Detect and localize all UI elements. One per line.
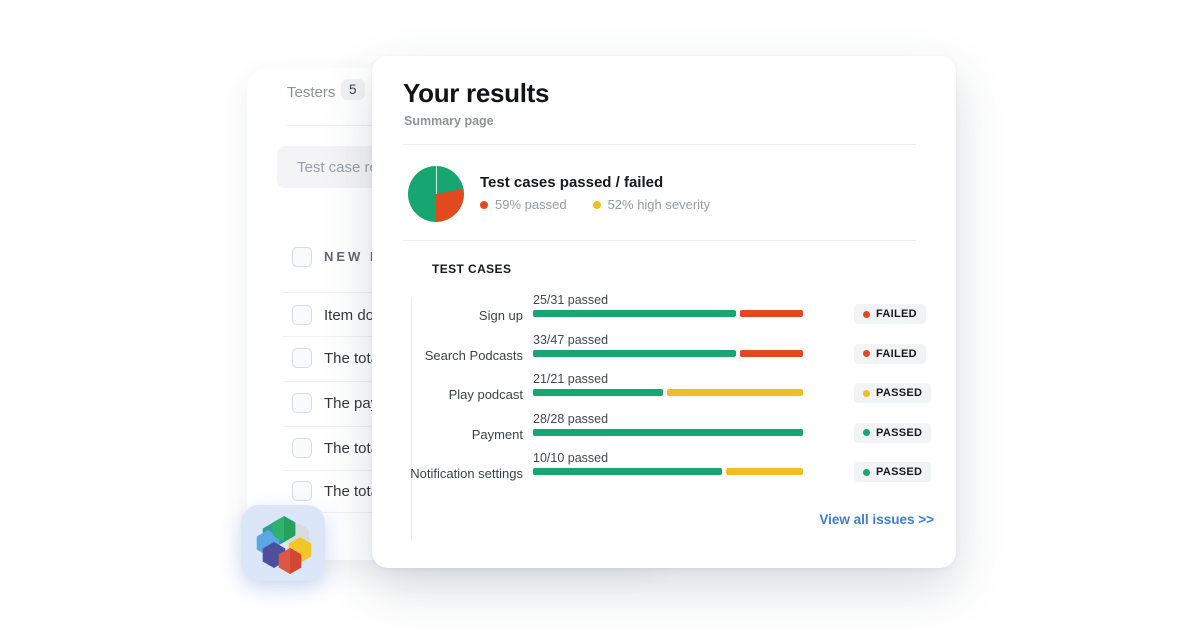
passed-count-label: 25/31 passed — [533, 293, 609, 307]
item-checkbox[interactable] — [292, 438, 312, 458]
list-item: The pay — [324, 395, 379, 412]
status-badge: PASSED — [854, 462, 932, 482]
pie-heading: Test cases passed / failed — [480, 174, 664, 191]
bar-passed-segment — [533, 468, 722, 475]
cubes-logo-icon — [256, 516, 312, 574]
divider — [403, 240, 916, 241]
item-checkbox[interactable] — [292, 348, 312, 368]
progress-bar — [533, 349, 803, 357]
bar-passed-segment — [533, 389, 663, 396]
test-case-name: Notification settings — [410, 466, 523, 481]
item-checkbox[interactable] — [292, 305, 312, 325]
test-case-row: 33/47 passed Search Podcasts FAILED — [403, 332, 926, 373]
test-case-row: 21/21 passed Play podcast PASSED — [403, 372, 932, 412]
bar-remainder-segment — [739, 310, 803, 317]
passed-count-label: 10/10 passed — [533, 451, 609, 465]
test-case-name: Payment — [471, 426, 523, 442]
passed-count-label: 28/28 passed — [533, 411, 609, 426]
list-item: Item doe — [324, 307, 383, 324]
axis-line — [411, 298, 412, 540]
progress-bar — [533, 389, 803, 396]
legend-item: 52% high severity — [592, 197, 710, 212]
passed-count-label: 21/21 passed — [533, 372, 609, 386]
pass-fail-pie-chart — [408, 166, 464, 222]
bar-remainder-segment — [739, 349, 803, 357]
test-cases-heading: TEST CASES — [432, 262, 512, 276]
bar-passed-segment — [533, 349, 736, 357]
test-case-row: 28/28 passed Payment PASSED — [403, 411, 932, 452]
status-badge: FAILED — [854, 304, 926, 324]
progress-bar — [533, 310, 803, 317]
status-dot — [863, 310, 870, 318]
page-title: Your results — [403, 78, 550, 108]
page-subtitle: Summary page — [404, 114, 494, 128]
status-badge: FAILED — [854, 343, 926, 364]
status-dot — [863, 468, 870, 476]
test-case-name: Play podcast — [448, 387, 523, 402]
passed-count-label: 33/47 passed — [533, 332, 609, 347]
status-badge: PASSED — [854, 422, 932, 443]
bar-passed-segment — [533, 428, 803, 436]
list-item: The tota — [324, 350, 380, 367]
progress-bar — [533, 428, 803, 436]
legend-dot — [480, 200, 488, 209]
view-all-issues-link[interactable]: View all issues >> — [819, 512, 934, 527]
item-checkbox[interactable] — [292, 481, 312, 501]
status-dot — [863, 429, 870, 436]
item-checkbox[interactable] — [292, 393, 312, 413]
status-badge: PASSED — [854, 383, 932, 403]
test-case-name: Search Podcasts — [424, 347, 523, 363]
select-all-checkbox[interactable] — [292, 247, 312, 267]
test-case-name: Sign up — [478, 308, 523, 323]
test-case-row: 25/31 passed Sign up FAILED — [403, 293, 926, 333]
list-header: NEW I — [324, 249, 377, 264]
divider — [403, 144, 916, 145]
bar-passed-segment — [533, 310, 736, 317]
bar-remainder-segment — [666, 389, 803, 396]
progress-bar — [533, 468, 803, 475]
results-card: Your results Summary page Test cases pas… — [372, 56, 956, 568]
test-case-row: 10/10 passed Notification settings PASSE… — [403, 451, 932, 491]
bar-remainder-segment — [726, 468, 803, 475]
status-dot — [863, 350, 870, 357]
pie-legend: 59% passed 52% high severity — [480, 197, 710, 212]
legend-dot — [592, 200, 601, 209]
status-dot — [863, 389, 870, 397]
legend-item: 59% passed — [480, 197, 567, 212]
list-item: The tota — [324, 440, 380, 457]
testers-count-badge: 5 — [341, 79, 365, 100]
testers-label: Testers — [287, 84, 336, 101]
brand-logo — [241, 505, 325, 581]
list-item: The tota — [324, 483, 380, 500]
